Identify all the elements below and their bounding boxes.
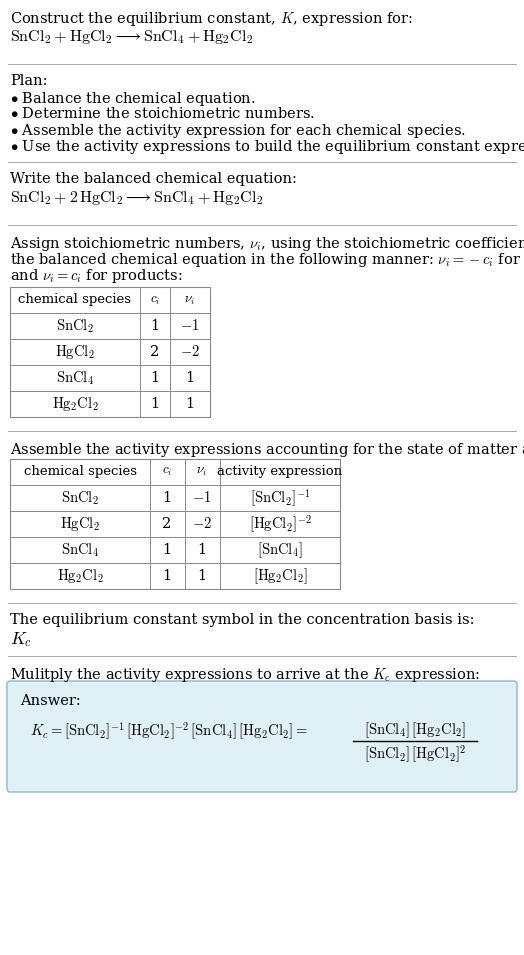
- Text: $[\mathrm{SnCl_2}]^{-1}$: $[\mathrm{SnCl_2}]^{-1}$: [250, 487, 310, 509]
- Text: chemical species: chemical species: [18, 293, 132, 307]
- Text: $-2$: $-2$: [192, 517, 212, 532]
- Text: $\mathrm{SnCl_4}$: $\mathrm{SnCl_4}$: [56, 370, 94, 387]
- Text: 1: 1: [162, 543, 171, 557]
- Text: Write the balanced chemical equation:: Write the balanced chemical equation:: [10, 172, 297, 186]
- Text: 1: 1: [185, 397, 194, 411]
- Text: $[\mathrm{Hg_2Cl_2}]$: $[\mathrm{Hg_2Cl_2}]$: [253, 566, 308, 585]
- Text: the balanced chemical equation in the following manner: $\nu_i = -c_i$ for react: the balanced chemical equation in the fo…: [10, 251, 524, 269]
- Bar: [10, 459, 340, 589]
- Text: chemical species: chemical species: [24, 465, 136, 478]
- Text: Mulitply the activity expressions to arrive at the $K_c$ expression:: Mulitply the activity expressions to arr…: [10, 666, 480, 684]
- Text: $K_c = [\mathrm{SnCl_2}]^{-1}\,[\mathrm{HgCl_2}]^{-2}\,[\mathrm{SnCl_4}]\,[\math: $K_c = [\mathrm{SnCl_2}]^{-1}\,[\mathrm{…: [30, 720, 308, 741]
- Text: 1: 1: [185, 371, 194, 385]
- Text: $\mathrm{HgCl_2}$: $\mathrm{HgCl_2}$: [60, 515, 100, 533]
- FancyBboxPatch shape: [7, 681, 517, 792]
- Text: $\mathrm{SnCl_2 + 2\,HgCl_2 \longrightarrow SnCl_4 + Hg_2Cl_2}$: $\mathrm{SnCl_2 + 2\,HgCl_2 \longrightar…: [10, 189, 264, 207]
- Text: 1: 1: [198, 569, 206, 583]
- Bar: [10, 287, 210, 417]
- Text: $\nu_i$: $\nu_i$: [184, 293, 195, 307]
- Text: $\nu_i$: $\nu_i$: [196, 465, 208, 478]
- Text: and $\nu_i = c_i$ for products:: and $\nu_i = c_i$ for products:: [10, 267, 182, 285]
- Text: $[\mathrm{SnCl_4}]\,[\mathrm{Hg_2Cl_2}]$: $[\mathrm{SnCl_4}]\,[\mathrm{Hg_2Cl_2}]$: [364, 720, 466, 739]
- Text: $\mathrm{HgCl_2}$: $\mathrm{HgCl_2}$: [55, 343, 95, 361]
- Text: Answer:: Answer:: [20, 694, 81, 708]
- Text: $\bullet$ Assemble the activity expression for each chemical species.: $\bullet$ Assemble the activity expressi…: [10, 122, 466, 140]
- Text: Plan:: Plan:: [10, 74, 48, 88]
- Text: $-1$: $-1$: [180, 319, 200, 333]
- Text: Construct the equilibrium constant, $K$, expression for:: Construct the equilibrium constant, $K$,…: [10, 10, 413, 28]
- Text: 1: 1: [162, 491, 171, 505]
- Text: 1: 1: [150, 371, 160, 385]
- Text: 1: 1: [162, 569, 171, 583]
- Text: Assemble the activity expressions accounting for the state of matter and $\nu_i$: Assemble the activity expressions accoun…: [10, 441, 524, 459]
- Text: $\mathrm{SnCl_2}$: $\mathrm{SnCl_2}$: [61, 489, 99, 507]
- Text: $\bullet$ Use the activity expressions to build the equilibrium constant express: $\bullet$ Use the activity expressions t…: [10, 138, 524, 156]
- Text: $-2$: $-2$: [180, 345, 200, 359]
- Text: 2: 2: [162, 517, 172, 531]
- Text: $K_c$: $K_c$: [10, 630, 32, 649]
- Text: $c_i$: $c_i$: [150, 293, 160, 307]
- Text: 1: 1: [150, 397, 160, 411]
- Text: 1: 1: [150, 319, 160, 333]
- Text: $[\mathrm{SnCl_4}]$: $[\mathrm{SnCl_4}]$: [257, 541, 303, 560]
- Text: $\mathrm{SnCl_4}$: $\mathrm{SnCl_4}$: [61, 541, 99, 559]
- Text: activity expression: activity expression: [217, 465, 343, 478]
- Text: $[\mathrm{HgCl_2}]^{-2}$: $[\mathrm{HgCl_2}]^{-2}$: [248, 513, 311, 535]
- Text: Assign stoichiometric numbers, $\nu_i$, using the stoichiometric coefficients, $: Assign stoichiometric numbers, $\nu_i$, …: [10, 235, 524, 253]
- Text: The equilibrium constant symbol in the concentration basis is:: The equilibrium constant symbol in the c…: [10, 613, 475, 627]
- Text: $\mathrm{Hg_2Cl_2}$: $\mathrm{Hg_2Cl_2}$: [57, 567, 103, 585]
- Text: $\mathrm{SnCl_2}$: $\mathrm{SnCl_2}$: [56, 317, 94, 335]
- Text: 2: 2: [150, 345, 160, 359]
- Text: $\mathrm{Hg_2Cl_2}$: $\mathrm{Hg_2Cl_2}$: [51, 395, 99, 413]
- Text: $c_i$: $c_i$: [162, 465, 172, 478]
- Text: 1: 1: [198, 543, 206, 557]
- Text: $\bullet$ Determine the stoichiometric numbers.: $\bullet$ Determine the stoichiometric n…: [10, 106, 315, 121]
- Text: $[\mathrm{SnCl_2}]\,[\mathrm{HgCl_2}]^2$: $[\mathrm{SnCl_2}]\,[\mathrm{HgCl_2}]^2$: [364, 743, 466, 765]
- Text: $-1$: $-1$: [192, 491, 212, 505]
- Text: $\bullet$ Balance the chemical equation.: $\bullet$ Balance the chemical equation.: [10, 90, 256, 108]
- Text: $\mathrm{SnCl_2 + HgCl_2 \longrightarrow SnCl_4 + Hg_2Cl_2}$: $\mathrm{SnCl_2 + HgCl_2 \longrightarrow…: [10, 28, 253, 46]
